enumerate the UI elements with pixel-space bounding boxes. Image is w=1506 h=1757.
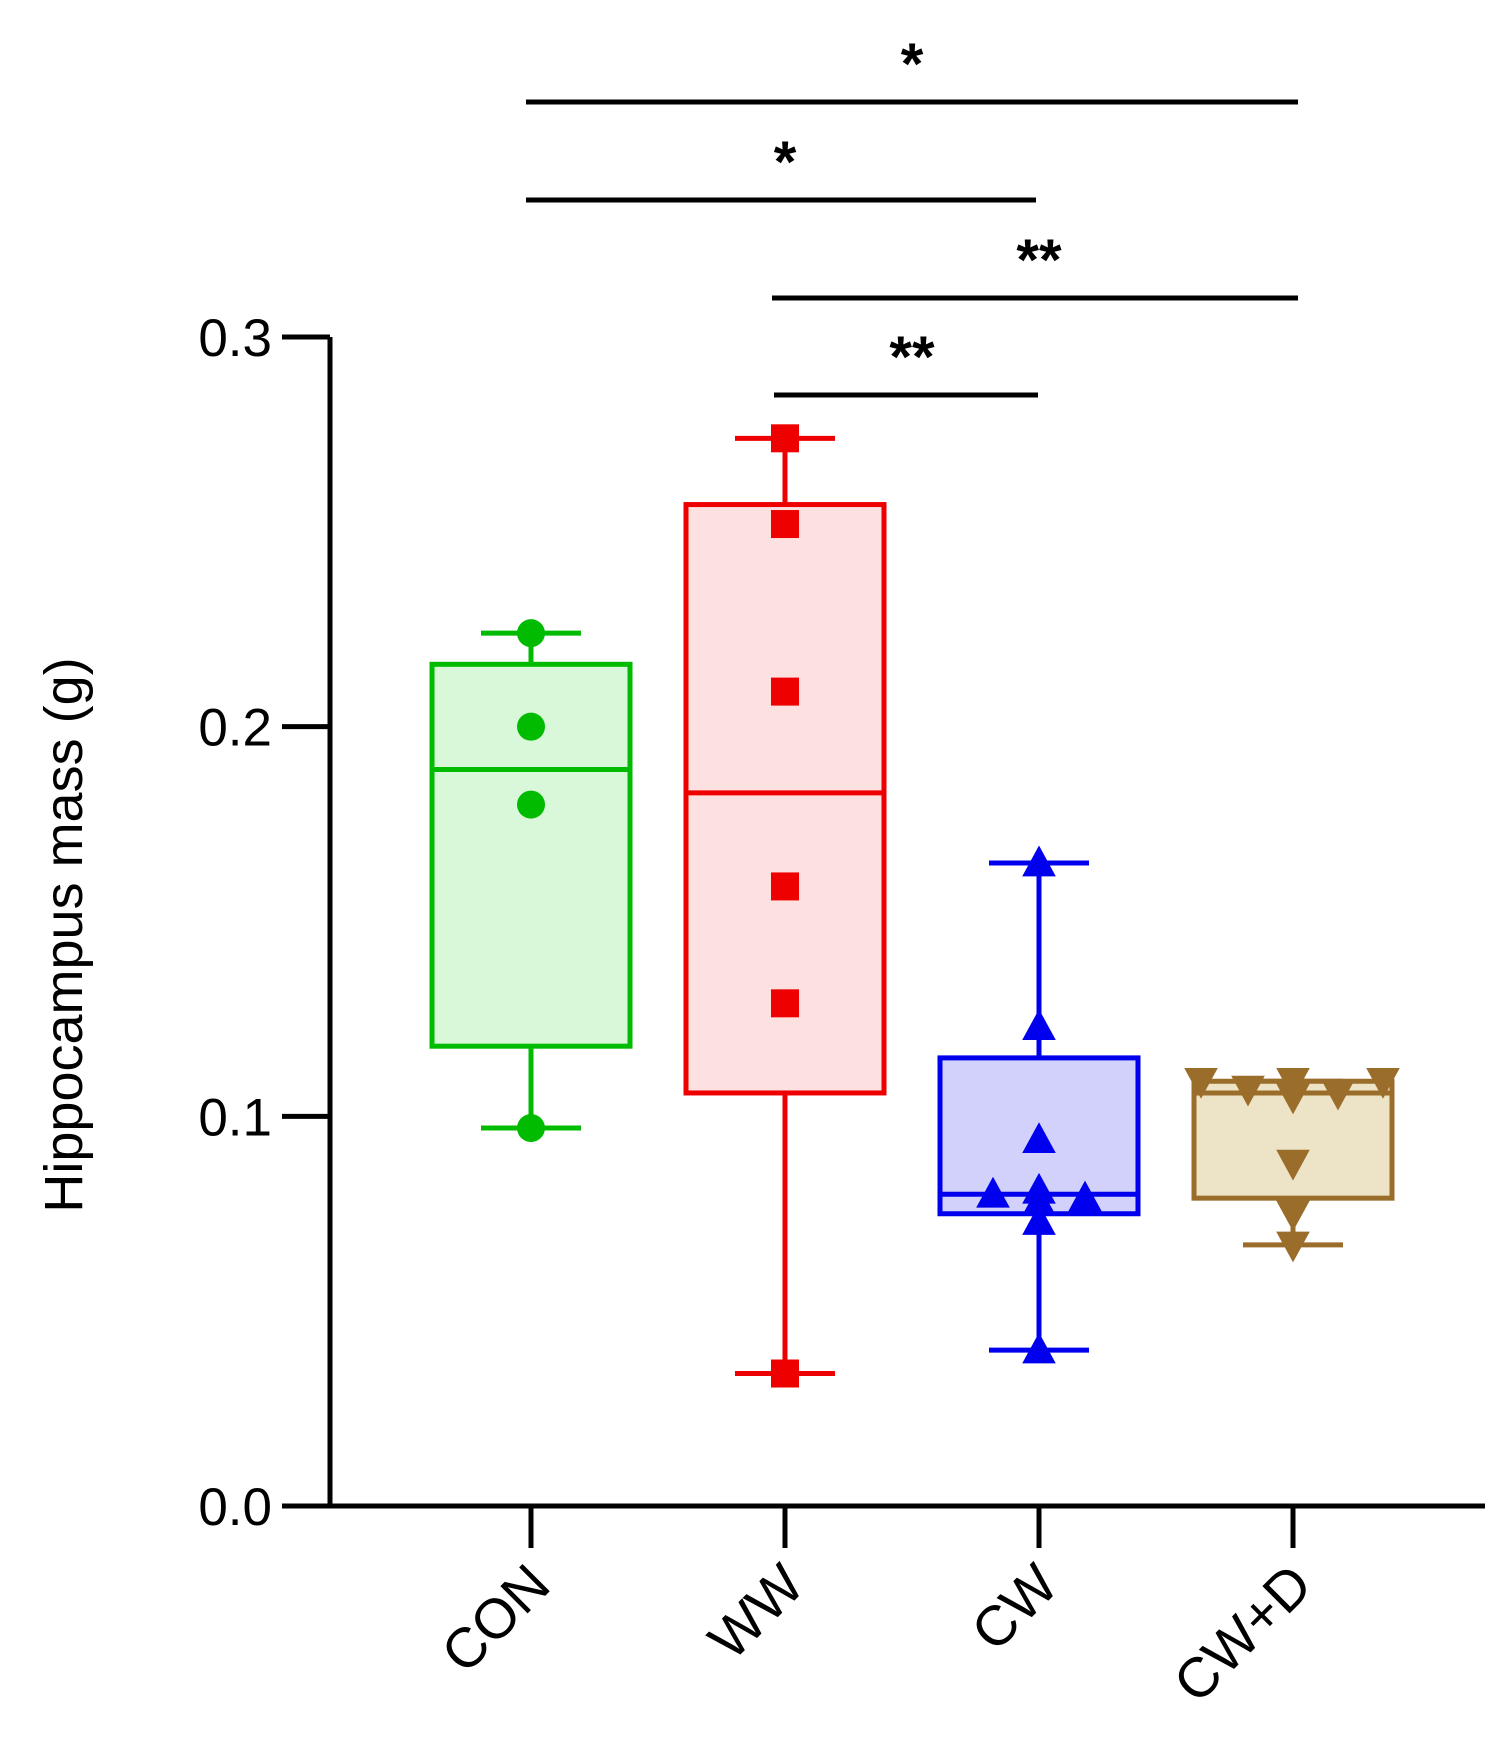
data-point bbox=[517, 790, 545, 819]
data-point bbox=[771, 424, 799, 453]
boxes-layer bbox=[429, 435, 1395, 1377]
data-point bbox=[771, 872, 799, 901]
data-point bbox=[1276, 1231, 1310, 1263]
data-point bbox=[1276, 1200, 1310, 1232]
y-tick-label: 0.1 bbox=[198, 1088, 272, 1147]
data-point bbox=[771, 677, 799, 706]
x-tick-label: CW+D bbox=[1161, 1552, 1323, 1714]
significance-label: ** bbox=[889, 325, 935, 390]
y-axis-title: Hippocampus mass (g) bbox=[34, 657, 94, 1212]
data-point bbox=[517, 1114, 545, 1143]
data-point bbox=[771, 989, 799, 1018]
data-point bbox=[976, 1176, 1010, 1208]
x-tick-label: CW bbox=[959, 1552, 1070, 1663]
significance-layer: ****** bbox=[526, 32, 1298, 398]
data-point bbox=[517, 712, 545, 741]
data-point bbox=[1022, 845, 1056, 877]
data-point bbox=[1366, 1067, 1400, 1099]
data-point bbox=[1276, 1067, 1310, 1099]
data-point bbox=[771, 1359, 799, 1388]
data-point bbox=[1022, 1122, 1056, 1154]
data-point bbox=[1068, 1180, 1102, 1212]
data-point bbox=[1022, 1184, 1056, 1216]
y-tick-label: 0.0 bbox=[198, 1478, 272, 1537]
data-point bbox=[1276, 1083, 1310, 1115]
x-tick-label: CON bbox=[429, 1552, 562, 1685]
data-point bbox=[517, 619, 545, 648]
significance-label: * bbox=[774, 130, 797, 195]
data-point bbox=[1184, 1067, 1218, 1099]
data-point bbox=[1022, 1204, 1056, 1235]
x-tick-label: WW bbox=[696, 1552, 815, 1671]
y-tick-label: 0.2 bbox=[198, 699, 272, 758]
data-point bbox=[1022, 1332, 1056, 1364]
data-point bbox=[1321, 1079, 1355, 1111]
data-point bbox=[1022, 1009, 1056, 1041]
significance-label: * bbox=[901, 32, 924, 97]
data-point bbox=[1231, 1075, 1265, 1107]
significance-label: ** bbox=[1016, 228, 1062, 293]
y-tick-label: 0.3 bbox=[198, 309, 272, 368]
data-point bbox=[771, 510, 799, 539]
data-point bbox=[1276, 1149, 1310, 1181]
points-layer bbox=[517, 424, 1400, 1388]
